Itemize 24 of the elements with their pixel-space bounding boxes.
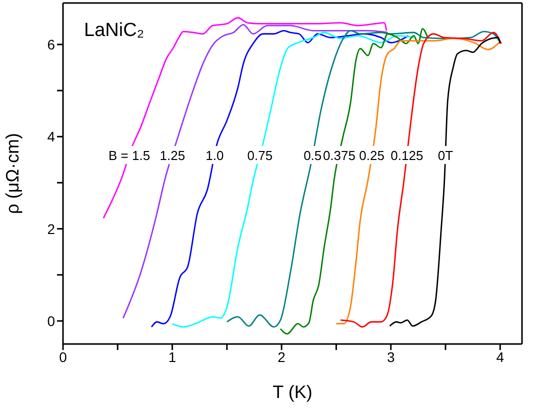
series-label: 0.125 (390, 148, 424, 163)
x-axis-title: T (K) (272, 382, 312, 402)
series-label: 1.0 (206, 148, 224, 163)
x-tick-label: 3 (386, 348, 395, 365)
series-label: 0.5 (304, 148, 322, 163)
series-label: B = 1.5 (108, 148, 150, 163)
y-tick-label: 0 (47, 312, 56, 329)
series-label: 1.25 (160, 148, 186, 163)
y-tick-label: 2 (47, 220, 56, 237)
y-tick-label: 4 (47, 128, 56, 145)
series-label: 0T (438, 148, 454, 163)
y-axis-title: ρ (μΩ·cm) (2, 132, 22, 214)
line-series (226, 30, 500, 328)
series-label: 0.375 (322, 148, 356, 163)
line-series (280, 28, 429, 335)
series-label: 0.75 (247, 148, 273, 163)
y-tick-label: 6 (47, 36, 56, 52)
x-tick-label: 4 (496, 348, 504, 365)
x-tick-label: 1 (168, 348, 176, 365)
x-tick-label: 0 (59, 348, 68, 365)
series-label: 0.25 (359, 148, 384, 163)
text: LaNiC₂ (84, 20, 144, 42)
x-tick-label: 2 (278, 348, 286, 365)
line-series (389, 36, 501, 327)
